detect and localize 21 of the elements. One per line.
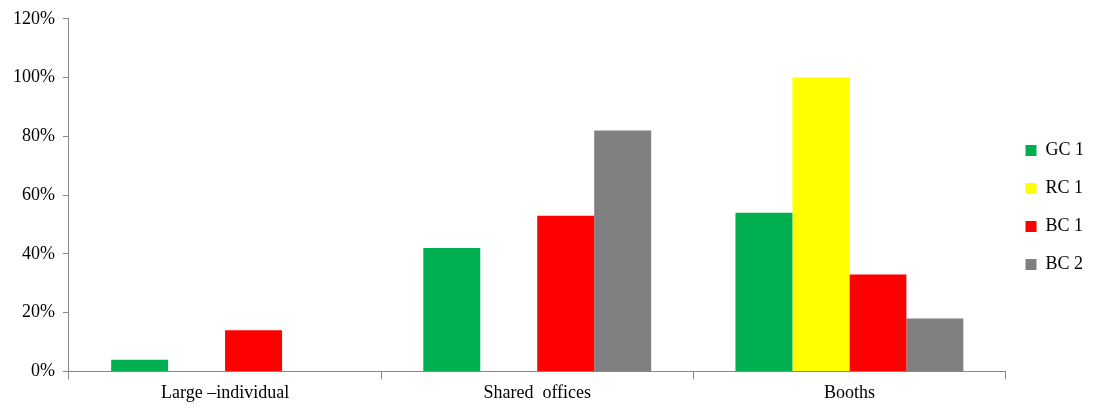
y-tick-label: 20%: [21, 301, 55, 322]
legend-label: BC 1: [1045, 215, 1084, 236]
y-tick-label: 60%: [21, 183, 55, 204]
legend-label: GC 1: [1045, 139, 1085, 160]
x-tick-label: Shared offices: [483, 381, 592, 402]
bar: [225, 330, 283, 371]
bar: [792, 77, 850, 371]
y-tick-label: 80%: [21, 125, 55, 146]
bar: [735, 212, 793, 371]
bar: [423, 247, 481, 371]
y-tick-label: 40%: [21, 242, 55, 263]
y-tick-label: 100%: [12, 66, 55, 87]
y-tick-label: 120%: [12, 7, 55, 28]
legend-label: BC 2: [1045, 253, 1084, 274]
legend-label: RC 1: [1045, 177, 1084, 198]
x-tick-label: Large –individual: [161, 381, 290, 402]
bar: [849, 274, 907, 371]
y-tick-label: 0%: [30, 360, 55, 381]
bar: [111, 359, 169, 371]
x-tick-label: Booths: [823, 381, 875, 402]
bar: [537, 215, 595, 371]
